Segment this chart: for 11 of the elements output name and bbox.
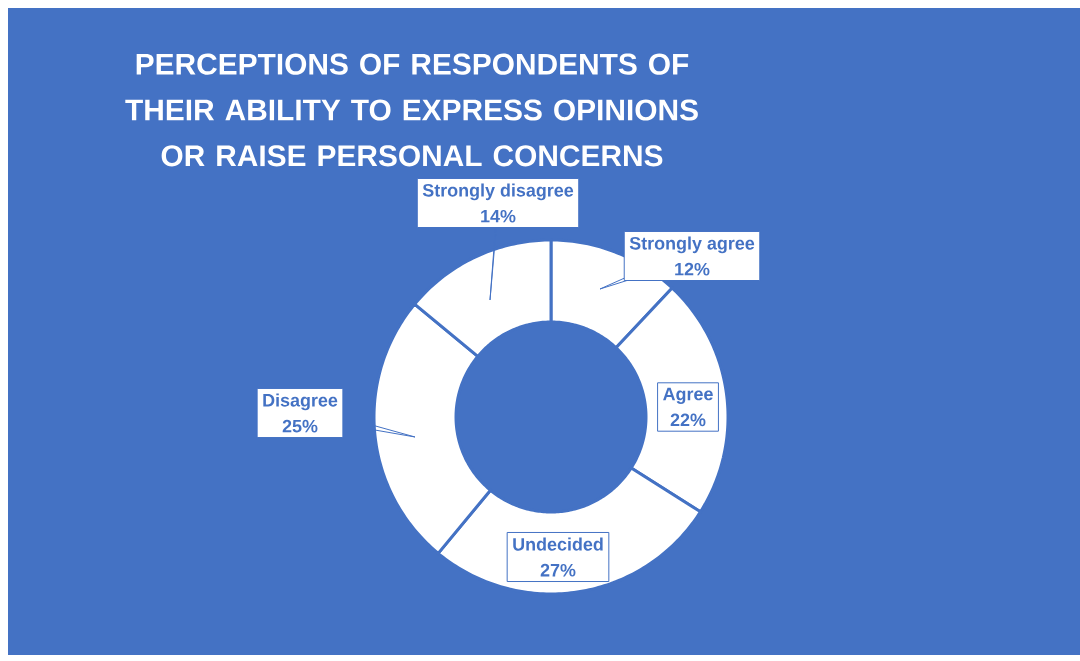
slice-label: Disagree — [263, 393, 338, 411]
data-label: 22% — [670, 413, 706, 427]
slice-label: Strongly disagree — [422, 183, 574, 201]
slice-label: Undecided — [513, 537, 603, 551]
data-label: 27% — [540, 563, 576, 577]
slice-label: Agree — [663, 387, 713, 404]
data-label: 25% — [282, 419, 318, 433]
chart-title: PERCEPTIONS OF RESPONDENTS OF THEIR ABILITY TO EXPRESS OPINIONS OR RAISE PERSONAL CONCERNS — [125, 53, 698, 167]
slice-label: Strongly agree — [629, 236, 755, 254]
data-label: 14% — [481, 209, 516, 223]
data-label: 12% — [675, 262, 710, 276]
